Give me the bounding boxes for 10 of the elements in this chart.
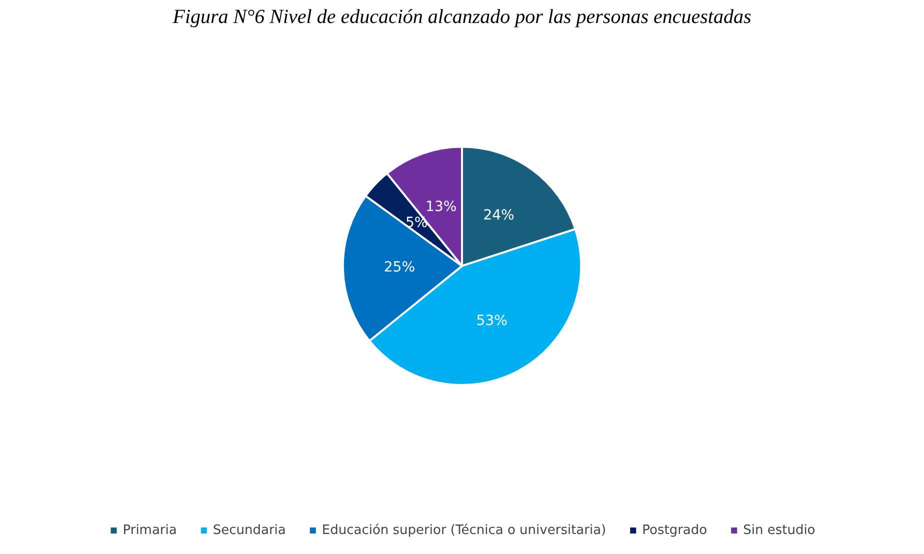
chart-title: Figura N°6 Nivel de educación alcanzado por las personas encuestadas	[172, 6, 752, 28]
legend-label: Primaria	[122, 523, 177, 538]
legend-label: Postgrado	[642, 523, 708, 538]
legend-label: Educación superior (Técnica o universitaria)	[322, 523, 606, 538]
legend-label: Secundaria	[212, 523, 286, 538]
data-label: 13%	[426, 198, 457, 215]
data-label: 24%	[483, 207, 514, 224]
data-label: 25%	[384, 260, 416, 276]
data-label: 53%	[476, 312, 508, 329]
legend-label: Sin estudio	[743, 523, 816, 538]
